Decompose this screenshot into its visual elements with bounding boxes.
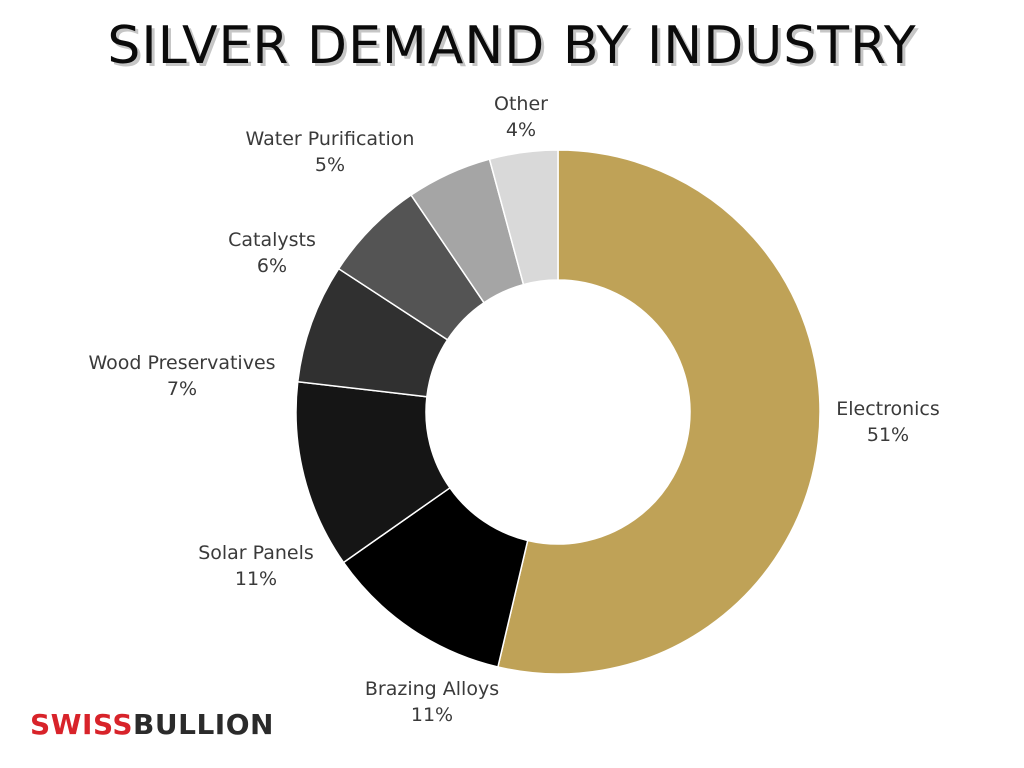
slice-label-value: 6% [256, 255, 288, 277]
logo-swiss: SWISS [30, 708, 134, 741]
slice-label-other: Other 4% [494, 91, 548, 143]
slice-label-solar-panels: Solar Panels 11% [198, 540, 314, 592]
slice-label-name: Water Purification [245, 128, 415, 150]
slice-label-name: Electronics [836, 398, 940, 420]
slice-label-name: Wood Preservatives [88, 352, 276, 374]
slice-label-value: 4% [505, 119, 537, 141]
slice-label-electronics: Electronics 51% [836, 396, 940, 448]
swissbullion-logo: SWISSBULLION [30, 708, 274, 741]
slice-label-catalysts: Catalysts 6% [228, 227, 316, 279]
slice-label-value: 7% [166, 378, 198, 400]
slice-label-brazing-alloys: Brazing Alloys 11% [365, 676, 499, 728]
slice-label-value: 51% [866, 424, 910, 446]
slice-label-value: 5% [314, 154, 346, 176]
slice-label-name: Solar Panels [198, 542, 314, 564]
logo-bullion: BULLION [133, 708, 274, 741]
slice-label-value: 11% [410, 704, 454, 726]
slice-label-water-purification: Water Purification 5% [246, 126, 415, 178]
slice-label-name: Brazing Alloys [364, 678, 500, 700]
slice-electronics [496, 149, 821, 675]
slice-other [488, 149, 559, 286]
slice-label-name: Other [494, 93, 548, 115]
slice-label-wood-preservatives: Wood Preservatives 7% [88, 350, 275, 402]
slice-label-name: Catalysts [228, 229, 316, 251]
chart-title: SILVER DEMAND BY INDUSTRY [107, 16, 917, 76]
slice-label-value: 11% [234, 568, 278, 590]
